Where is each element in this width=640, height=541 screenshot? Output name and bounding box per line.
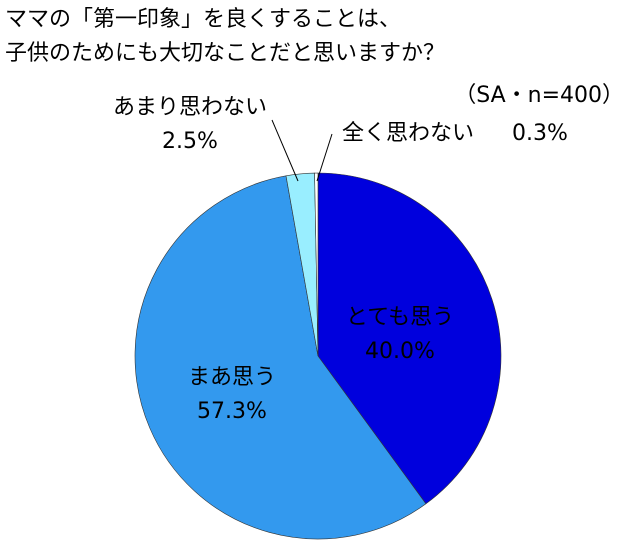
value-label: 2.5% <box>162 129 218 154</box>
slice-label: 全く思わない <box>342 121 474 146</box>
pie-slice <box>134 175 427 540</box>
leader-line <box>316 133 333 182</box>
chart-title: 子供のためにも大切なことだと思いますか？ <box>5 41 445 66</box>
slice-label: あまり思わない <box>113 95 267 120</box>
chart-title: ママの「第一印象」を良くすることは、 <box>5 7 401 32</box>
pie-slice <box>317 172 502 505</box>
pie-slice <box>314 172 319 357</box>
value-label: 0.3% <box>512 121 568 146</box>
leader-line <box>271 119 299 182</box>
chart-subtitle: （SA・n=400） <box>454 83 624 108</box>
value-label: 40.0% <box>365 339 435 364</box>
slice-label: とても思う <box>346 305 454 330</box>
value-label: 57.3% <box>197 399 267 424</box>
slice-label: まあ思う <box>188 365 276 390</box>
